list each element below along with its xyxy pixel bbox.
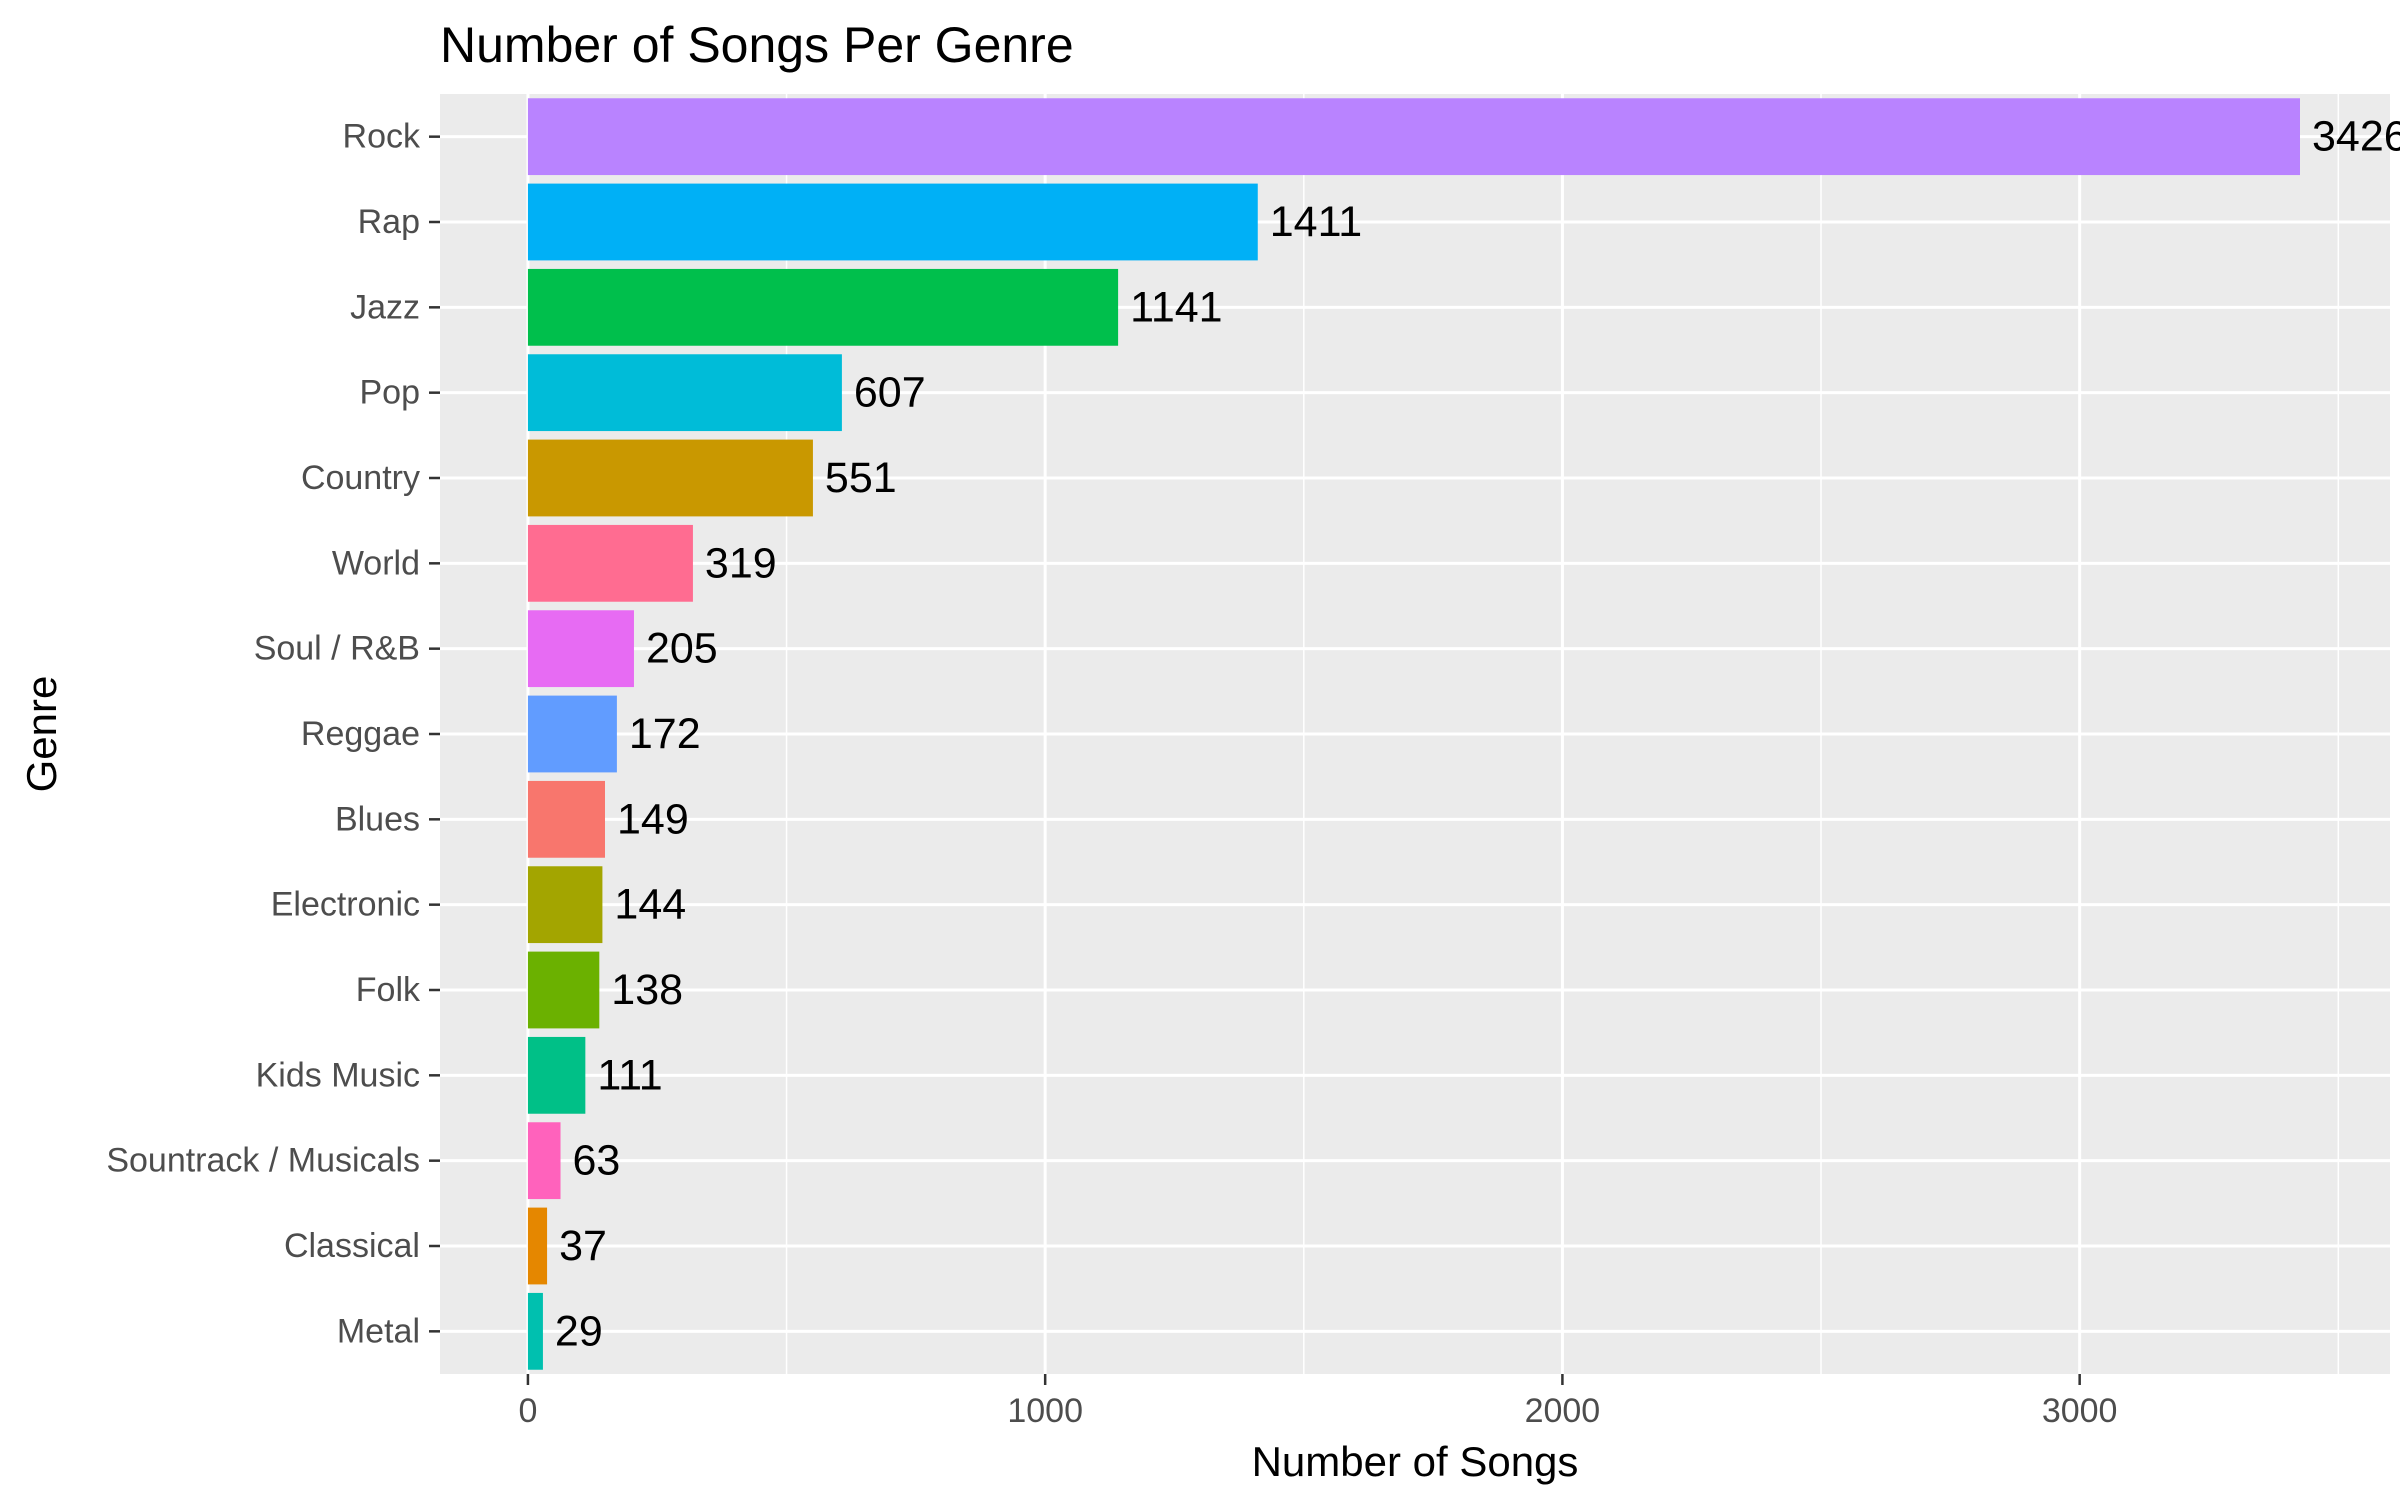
bar xyxy=(527,439,813,517)
y-tick-label: Rap xyxy=(358,203,420,241)
bar xyxy=(527,1122,561,1200)
y-tick-label: Kids Music xyxy=(256,1056,420,1094)
y-tick-label: Blues xyxy=(335,800,420,838)
y-tick-label: World xyxy=(332,544,420,582)
data-label: 1411 xyxy=(1270,198,1362,246)
bars xyxy=(527,98,2300,1370)
y-axis-title: Genre xyxy=(18,676,65,793)
bar xyxy=(527,951,600,1029)
bar xyxy=(527,98,2300,176)
y-tick-label: Reggae xyxy=(301,715,420,753)
data-label: 3426 xyxy=(2312,113,2400,161)
x-axis: 0 1000 2000 3000 xyxy=(518,1374,2117,1430)
bar xyxy=(527,1292,543,1370)
bar xyxy=(527,610,634,688)
bar xyxy=(527,183,1258,261)
y-tick-label: Classical xyxy=(284,1227,420,1265)
data-label: 149 xyxy=(617,795,689,843)
y-tick-label: Rock xyxy=(343,118,421,156)
y-axis: Rock Rap Jazz Pop Country World Soul / R&B Regg… xyxy=(106,118,440,1350)
data-label: 319 xyxy=(705,539,777,587)
data-labels: 3426 1411 1141 607 551 319 205 172 149 144 138 111 6… xyxy=(555,113,2400,1356)
bar xyxy=(527,866,603,944)
y-tick-label: Pop xyxy=(360,374,421,412)
bar xyxy=(527,1036,586,1114)
y-tick-label: Folk xyxy=(356,971,421,1009)
data-label: 29 xyxy=(555,1307,603,1355)
y-tick-label: Electronic xyxy=(271,886,420,924)
y-tick-label: Country xyxy=(301,459,420,497)
data-label: 37 xyxy=(559,1222,607,1270)
data-label: 172 xyxy=(629,710,701,758)
x-tick-label: 0 xyxy=(518,1392,537,1430)
bar xyxy=(527,780,605,858)
x-tick-label: 1000 xyxy=(1007,1392,1083,1430)
bar xyxy=(527,695,617,773)
x-tick-label: 2000 xyxy=(1525,1392,1601,1430)
y-tick-label: Sountrack / Musicals xyxy=(106,1142,420,1180)
data-label: 607 xyxy=(854,369,926,417)
data-label: 1141 xyxy=(1130,283,1222,331)
data-label: 551 xyxy=(825,454,897,502)
bar xyxy=(527,1207,548,1285)
x-axis-title: Number of Songs xyxy=(1252,1438,1579,1485)
data-label: 111 xyxy=(597,1051,662,1099)
bar xyxy=(527,354,842,432)
data-label: 63 xyxy=(573,1137,621,1185)
bar xyxy=(527,524,693,602)
bar xyxy=(527,268,1119,346)
data-label: 144 xyxy=(614,881,686,929)
y-tick-label: Jazz xyxy=(350,288,420,326)
data-label: 138 xyxy=(611,966,683,1014)
chart-title: Number of Songs Per Genre xyxy=(440,17,1074,73)
data-label: 205 xyxy=(646,625,718,673)
x-tick-label: 3000 xyxy=(2042,1392,2118,1430)
y-tick-label: Soul / R&B xyxy=(254,630,420,668)
y-tick-label: Metal xyxy=(337,1312,420,1350)
